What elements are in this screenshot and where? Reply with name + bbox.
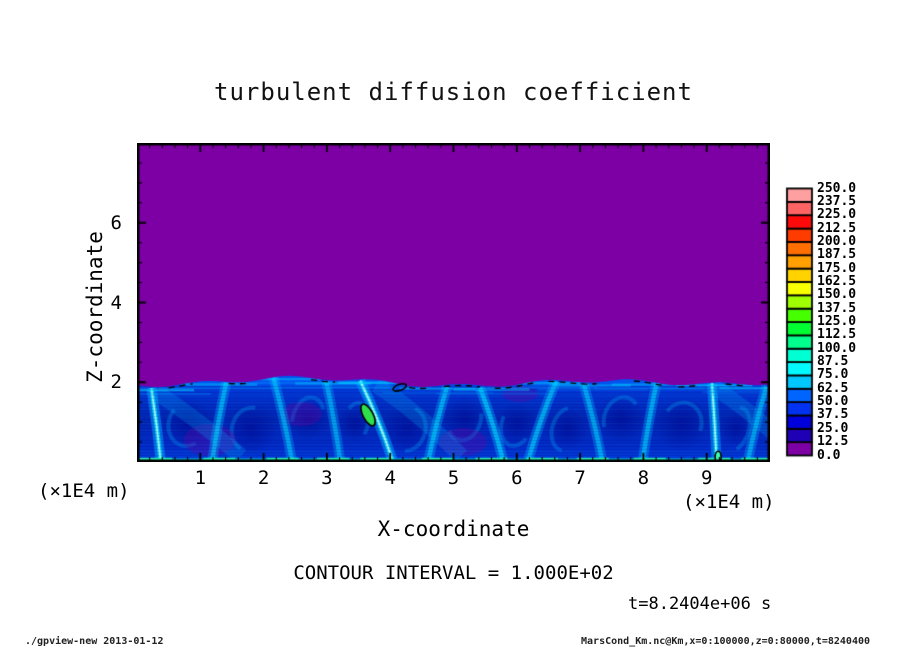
data-source-footer: MarsCond_Km.nc@Km,x=0:100000,z=0:80000,t… bbox=[581, 636, 870, 647]
colorbar-level-label: 75.0 bbox=[817, 367, 849, 383]
colorbar-level-label: 175.0 bbox=[817, 260, 857, 276]
colorbar-level-label: 0.0 bbox=[817, 447, 841, 463]
colorbar-level-label: 137.5 bbox=[817, 300, 857, 316]
colorbar-level-label: 25.0 bbox=[817, 420, 849, 436]
z-tick-label: 4 bbox=[110, 291, 122, 314]
x-tick-label: 2 bbox=[257, 467, 270, 489]
x-axis-unit-label: (×1E4 m) bbox=[683, 491, 775, 513]
colorbar-level-label: 250.0 bbox=[817, 180, 857, 196]
colorbar-level-label: 62.5 bbox=[817, 380, 849, 396]
x-tick-label: 9 bbox=[700, 467, 713, 489]
x-tick-label: 8 bbox=[637, 467, 650, 489]
x-tick-label: 3 bbox=[321, 467, 333, 489]
colorbar-level-label: 12.5 bbox=[817, 434, 849, 450]
colorbar-level-label: 212.5 bbox=[817, 220, 857, 236]
colorbar-level-label: 100.0 bbox=[817, 340, 857, 356]
x-tick-label: 7 bbox=[574, 467, 586, 489]
time-stamp-label: t=8.2404e+06 s bbox=[628, 594, 772, 614]
colorbar-level-label: 200.0 bbox=[817, 233, 857, 249]
colorbar-level-label: 87.5 bbox=[817, 354, 849, 370]
colorbar-level-label: 125.0 bbox=[817, 314, 857, 329]
program-version-footer: ./gpview-new 2013-01-12 bbox=[25, 636, 164, 647]
colorbar-level-label: 225.0 bbox=[817, 207, 857, 223]
x-tick-label: 1 bbox=[194, 467, 207, 489]
plot-title: turbulent diffusion coefficient bbox=[214, 78, 693, 106]
colorbar-level-label: 112.5 bbox=[817, 327, 857, 343]
x-tick-label: 6 bbox=[511, 467, 523, 489]
z-axis-unit-label: (×1E4 m) bbox=[38, 480, 130, 502]
z-tick-label: 2 bbox=[110, 371, 122, 394]
contour-interval-note: CONTOUR INTERVAL = 1.000E+02 bbox=[293, 562, 614, 584]
z-tick-label: 6 bbox=[110, 211, 122, 234]
x-tick-label: 5 bbox=[447, 467, 460, 489]
colorbar-level-label: 150.0 bbox=[817, 287, 857, 303]
colorbar-level-label: 50.0 bbox=[817, 394, 849, 410]
x-axis-label: X-coordinate bbox=[377, 517, 530, 541]
colorbar-level-label: 37.5 bbox=[817, 407, 849, 423]
colorbar-level-label: 162.5 bbox=[817, 273, 857, 289]
colorbar bbox=[785, 187, 815, 458]
contour-plot-canvas bbox=[137, 143, 770, 462]
x-tick-label: 4 bbox=[384, 467, 396, 489]
colorbar-level-label: 187.5 bbox=[817, 247, 857, 263]
colorbar-level-label: 237.5 bbox=[817, 193, 857, 209]
